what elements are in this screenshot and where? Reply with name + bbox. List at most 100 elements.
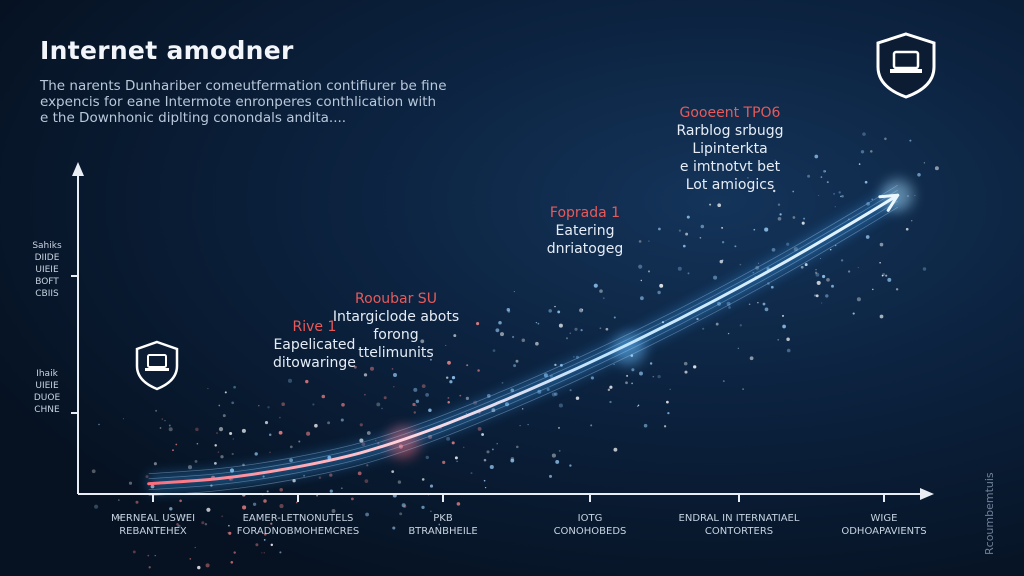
particle	[233, 551, 236, 554]
particle	[934, 166, 939, 171]
particle	[590, 424, 593, 427]
particle	[314, 423, 318, 428]
particle	[489, 464, 494, 470]
particle	[312, 403, 315, 406]
particle	[648, 240, 650, 242]
series-strand	[148, 200, 898, 491]
particle	[792, 216, 796, 219]
particle	[279, 551, 282, 554]
x-tick-line: MERNEAL USWEI	[110, 513, 196, 524]
particle	[205, 563, 210, 568]
particle	[782, 324, 786, 329]
annotation-line: e imtnotvt bet	[679, 159, 781, 175]
particle	[764, 307, 769, 312]
particle	[318, 476, 322, 479]
particle	[403, 504, 407, 508]
particle	[449, 380, 453, 384]
particle	[159, 427, 162, 429]
particle	[481, 433, 485, 436]
particle	[515, 359, 519, 363]
particle	[862, 132, 866, 136]
particle	[551, 392, 556, 397]
subtitle-line: expencis for eane Intermote enronperes c…	[40, 94, 437, 110]
particle	[669, 388, 671, 391]
particle	[825, 294, 829, 298]
particle	[554, 392, 558, 396]
particle	[580, 328, 583, 332]
particle	[357, 471, 362, 476]
annotation-line: Eatering	[555, 223, 615, 239]
particle	[831, 284, 834, 288]
particle	[558, 450, 561, 452]
particle	[747, 177, 749, 179]
particle	[554, 305, 556, 308]
particle	[513, 364, 517, 368]
particle	[425, 455, 429, 460]
particle	[214, 462, 217, 465]
particle	[715, 322, 719, 326]
y-tick-line: DUOE	[33, 393, 61, 403]
particle	[381, 407, 383, 410]
particle	[667, 411, 670, 415]
particle	[459, 394, 462, 397]
particle	[677, 266, 682, 271]
particle	[421, 505, 425, 510]
particle	[207, 387, 209, 390]
particle	[823, 169, 826, 173]
particle	[279, 504, 284, 509]
particle	[909, 139, 912, 142]
particle	[521, 338, 526, 343]
particle	[354, 365, 357, 369]
particle	[220, 455, 224, 459]
line-glow	[148, 179, 914, 493]
particle	[826, 181, 829, 184]
particle	[579, 308, 584, 313]
particle	[233, 385, 236, 389]
particle	[316, 494, 319, 497]
particle	[204, 522, 208, 526]
particle	[298, 440, 301, 443]
particle	[295, 501, 298, 504]
particle	[168, 427, 173, 432]
annotation-line: ttelimunits	[358, 345, 434, 361]
particle	[626, 374, 629, 377]
series-arrowhead	[878, 193, 900, 212]
particle	[554, 363, 557, 367]
particle	[666, 400, 669, 404]
particle	[196, 442, 199, 445]
particle	[500, 332, 504, 337]
particle	[270, 522, 273, 525]
particle	[399, 512, 403, 516]
particle	[242, 505, 247, 510]
particle	[194, 546, 196, 549]
particle	[267, 406, 270, 409]
particle	[429, 358, 432, 361]
particle	[852, 312, 855, 315]
particle	[822, 274, 826, 279]
particle	[176, 523, 179, 526]
particle	[117, 515, 121, 520]
annotation-line: Rarblog srbugg	[676, 123, 784, 139]
particle	[815, 272, 820, 277]
annotation: Gooeent TPO6 Rarblog srbugg Lipinterkta …	[676, 104, 783, 194]
particle	[456, 502, 461, 506]
particle	[412, 402, 416, 407]
particle	[599, 327, 602, 330]
particle	[495, 328, 500, 333]
particle	[252, 502, 257, 506]
particle	[231, 401, 235, 405]
particle	[686, 215, 690, 219]
particle	[94, 504, 99, 509]
particle	[847, 270, 851, 273]
particle	[231, 452, 234, 456]
particle	[558, 323, 563, 328]
particle	[652, 375, 655, 378]
particle	[279, 488, 283, 492]
particle	[155, 409, 158, 412]
particle	[263, 539, 266, 541]
particle	[364, 393, 366, 396]
particle	[492, 349, 496, 352]
particle	[329, 489, 333, 493]
x-tick-label: IOTG CONOHOBEDS	[515, 512, 665, 538]
particle	[774, 159, 776, 162]
